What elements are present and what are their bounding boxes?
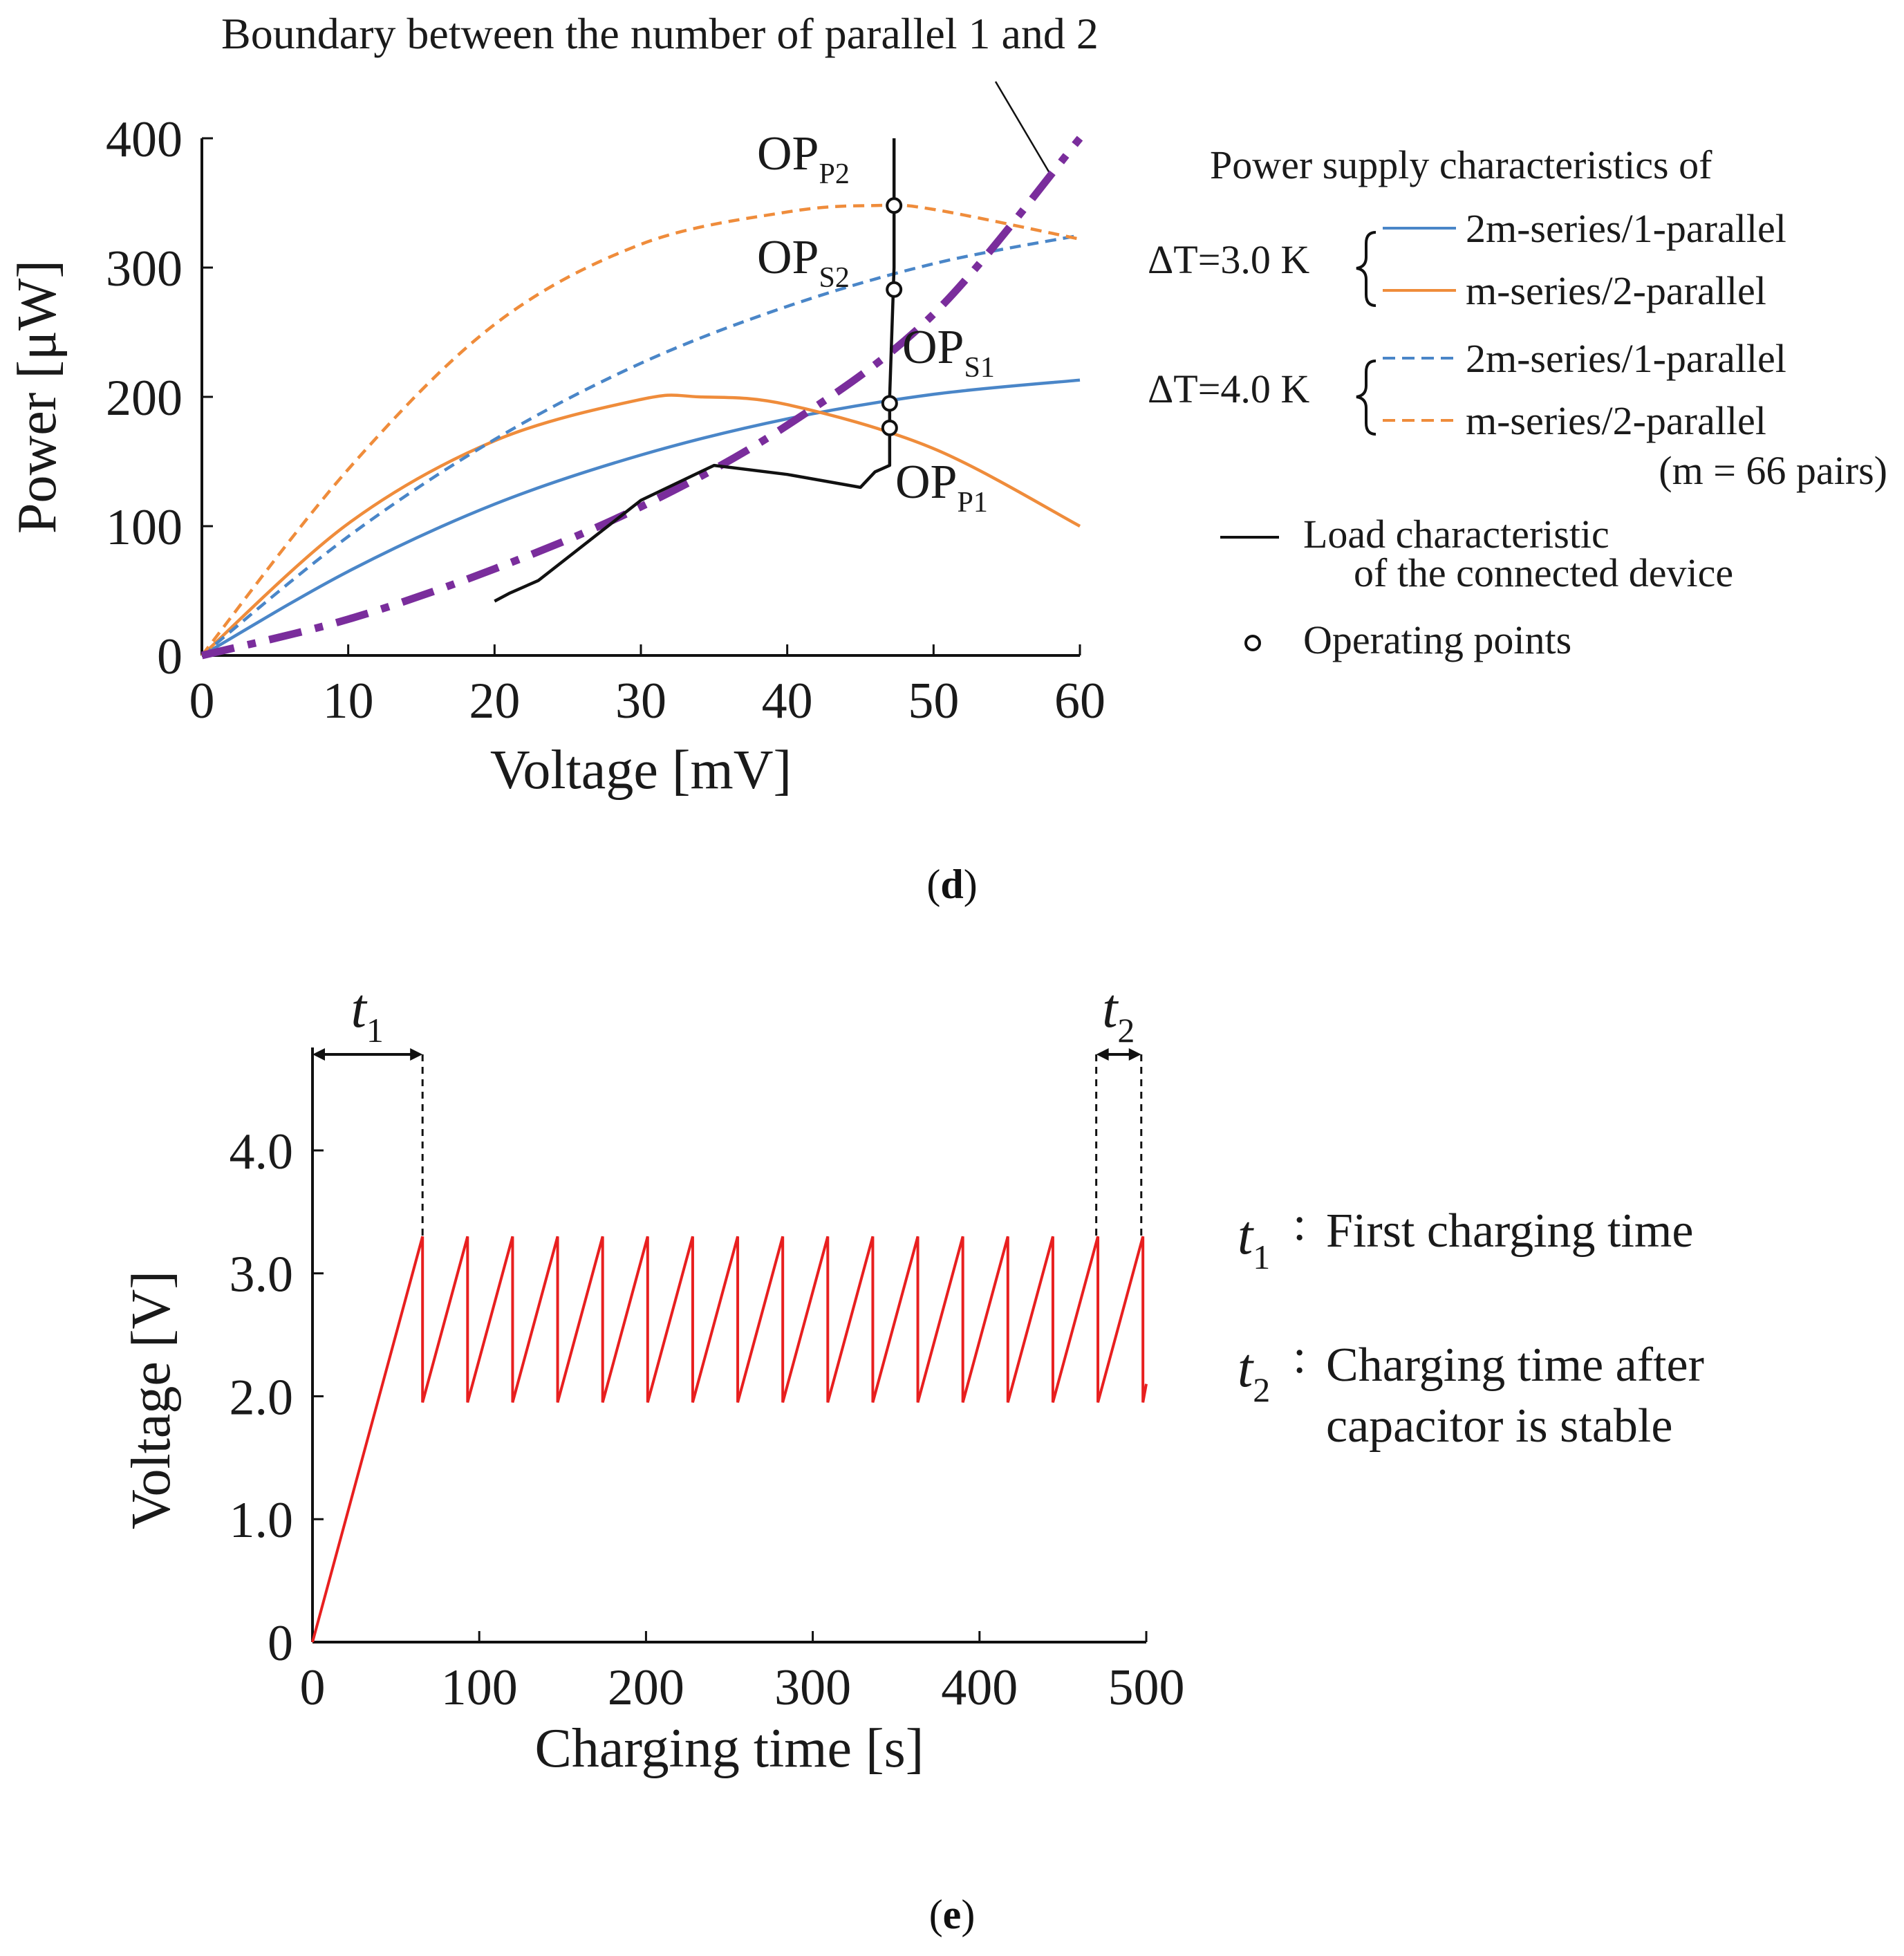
def-t1-text: First charging time <box>1326 1204 1693 1258</box>
legend-load-line2: of the connected device <box>1354 550 1733 595</box>
def-t2-t: t <box>1238 1338 1254 1399</box>
def-t2-text-line1: Charging time after <box>1326 1339 1704 1392</box>
x-tick-label: 60 <box>1054 673 1105 729</box>
series-line-5 <box>200 136 1083 660</box>
capacitor-voltage-chart: 0 100 200 300 400 500 0 1.0 2.0 3.0 4.0 Charging … <box>121 978 1704 1779</box>
x-tick-label: 50 <box>908 673 959 729</box>
chart-panel-e: 0 100 200 300 400 500 0 1.0 2.0 3.0 4.0 Charging … <box>0 958 1904 1850</box>
x-tick-label: 400 <box>941 1659 1018 1716</box>
operating-point-s1 <box>881 395 898 412</box>
power-voltage-chart: Boundary between the number of parallel … <box>7 9 1887 801</box>
operating-point-s2 <box>886 281 903 298</box>
legend-item-3k-parallel: m-series/2-parallel <box>1466 268 1766 313</box>
legend: Power supply characteristics of ΔT=3.0 K… <box>1148 142 1887 662</box>
legend-brace-3k <box>1356 231 1376 307</box>
x-tick-label: 20 <box>469 673 520 729</box>
panel-label-d: d <box>940 861 964 907</box>
panel-label-e: e <box>942 1892 962 1937</box>
op-label-s2: OPS2 <box>757 231 850 294</box>
y-tick-label: 100 <box>106 499 183 556</box>
x-tick-label: 0 <box>300 1659 326 1716</box>
series-line-2 <box>200 393 1081 657</box>
panel-caption-d: (d) <box>926 861 978 907</box>
tick-marks <box>311 1149 1148 1643</box>
y-tick-label: 1.0 <box>230 1492 294 1549</box>
x-tick-labels: 0 100 200 300 400 500 <box>300 1659 1185 1716</box>
series-lines <box>200 136 1083 660</box>
series-line-4 <box>200 203 1081 657</box>
op-label-p1: OPP1 <box>895 456 988 519</box>
series-line-1 <box>200 378 1081 657</box>
operating-point-labels: OPP2 OPS2 OPS1 OPP1 <box>757 127 995 519</box>
x-axis-label: Charging time [s] <box>535 1718 924 1779</box>
y-tick-label: 0 <box>157 628 183 685</box>
x-axis-label: Voltage [mV] <box>490 740 792 801</box>
def-t2-colon: : <box>1293 1330 1306 1384</box>
y-axis-label: Voltage [V] <box>121 1271 182 1529</box>
x-tick-labels: 0 10 20 30 40 50 60 <box>189 673 1106 729</box>
x-tick-label: 0 <box>189 673 215 729</box>
operating-point-p1 <box>881 419 898 436</box>
def-t2-symbol: t2 <box>1238 1338 1270 1409</box>
y-tick-label: 200 <box>106 370 183 427</box>
x-tick-label: 300 <box>774 1659 851 1716</box>
y-tick-label: 2.0 <box>230 1369 294 1426</box>
chart-title: Boundary between the number of parallel … <box>221 9 1099 58</box>
def-t1-t: t <box>1238 1205 1254 1266</box>
op-label-s1: OPS1 <box>902 321 995 384</box>
y-tick-labels: 0 1.0 2.0 3.0 4.0 <box>230 1124 294 1672</box>
legend-item-3k-series: 2m-series/1-parallel <box>1466 206 1786 251</box>
x-tick-label: 500 <box>1108 1659 1185 1716</box>
y-tick-label: 4.0 <box>230 1124 294 1180</box>
definitions: t1 : First charging time t2 : Charging t… <box>1238 1198 1704 1453</box>
legend-load-line1: Load characteristic <box>1303 512 1609 557</box>
legend-brace-4k <box>1356 360 1376 436</box>
panel-caption-e: (e) <box>928 1892 976 1937</box>
legend-item-4k-series: 2m-series/1-parallel <box>1466 336 1786 381</box>
series-line-6 <box>494 138 896 603</box>
x-tick-label: 40 <box>762 673 813 729</box>
y-tick-label: 3.0 <box>230 1247 294 1303</box>
y-tick-label: 0 <box>268 1615 293 1672</box>
legend-swatch-points <box>1244 635 1261 651</box>
y-tick-labels: 0 100 200 300 400 <box>106 111 183 685</box>
title-pointer-line <box>994 81 1051 174</box>
y-tick-label: 400 <box>106 111 183 168</box>
x-tick-label: 200 <box>608 1659 684 1716</box>
operating-point-p2 <box>886 197 903 214</box>
annot-2-arrowhead-left <box>1096 1048 1109 1061</box>
legend-heading: Power supply characteristics of <box>1210 142 1712 187</box>
x-tick-label: 100 <box>441 1659 518 1716</box>
annot-1-arrowhead-left <box>312 1048 325 1061</box>
y-tick-label: 300 <box>106 241 183 297</box>
def-t1-symbol: t1 <box>1238 1205 1270 1276</box>
def-t1-colon: : <box>1293 1198 1306 1251</box>
def-t1-sub: 1 <box>1253 1238 1270 1276</box>
capacitor-voltage-line <box>311 1236 1148 1643</box>
series-line-3 <box>200 234 1081 657</box>
def-t2-sub: 2 <box>1253 1370 1270 1409</box>
def-t2-text-line2: capacitor is stable <box>1326 1399 1672 1453</box>
annot-2-arrowhead-right <box>1128 1048 1141 1061</box>
annot-1-label: t1 <box>351 978 384 1050</box>
annot-2-label: t2 <box>1102 978 1135 1050</box>
x-tick-label: 30 <box>615 673 666 729</box>
series-lines <box>311 1236 1148 1643</box>
legend-points: Operating points <box>1303 617 1571 662</box>
time-annotations: t1 t2 <box>311 978 1143 1237</box>
annot-1-arrowhead-right <box>410 1048 423 1061</box>
x-tick-label: 10 <box>323 673 374 729</box>
legend-note: (m = 66 pairs) <box>1659 448 1887 493</box>
y-axis-label: Power [μW] <box>7 260 68 534</box>
op-label-p2: OPP2 <box>757 127 850 190</box>
legend-group-3k-label: ΔT=3.0 K <box>1148 237 1309 282</box>
legend-item-4k-parallel: m-series/2-parallel <box>1466 398 1766 443</box>
tick-marks <box>200 137 1081 657</box>
operating-points <box>881 197 903 436</box>
chart-panel-d: Boundary between the number of parallel … <box>0 0 1904 837</box>
legend-group-4k-label: ΔT=4.0 K <box>1148 366 1309 411</box>
